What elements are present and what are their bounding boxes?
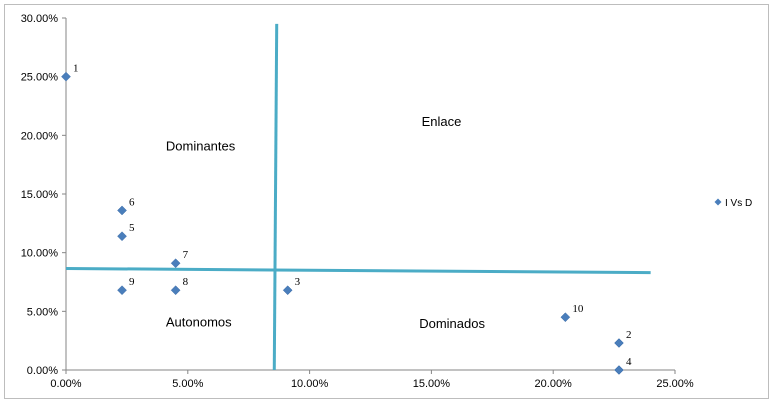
data-point-10 — [560, 312, 571, 323]
point-label-6: 6 — [129, 196, 135, 208]
data-point-5 — [117, 231, 127, 242]
y-tick-label: 20.00% — [21, 130, 59, 142]
x-tick-label: 15.00% — [413, 378, 451, 390]
x-tick-label: 20.00% — [535, 378, 573, 390]
point-label-5: 5 — [129, 222, 135, 234]
point-label-1: 1 — [73, 63, 79, 75]
y-tick-label: 30.00% — [21, 13, 59, 25]
data-point-1 — [61, 71, 71, 82]
data-point-6 — [117, 205, 127, 216]
legend-label: I Vs D — [725, 198, 752, 209]
data-points: 1 2 3 4 5 6 7 8 9 10 — [61, 63, 632, 375]
y-axis-ticks: 0.00% 5.00% 10.00% 15.00% 20.00% 25.00% 30.00% — [21, 13, 66, 377]
data-point-9 — [117, 285, 127, 296]
legend: I Vs D — [714, 198, 752, 209]
x-tick-label: 0.00% — [50, 378, 81, 390]
y-tick-label: 5.00% — [27, 306, 58, 318]
horizontal-divider-line — [65, 267, 651, 275]
point-label-2: 2 — [626, 329, 632, 341]
y-tick-label: 15.00% — [21, 189, 59, 201]
chart-frame — [4, 4, 769, 399]
data-point-4 — [614, 365, 624, 375]
region-label: Dominados — [419, 316, 485, 331]
data-point-2 — [614, 338, 624, 348]
data-point-7 — [170, 258, 181, 269]
y-tick-label: 25.00% — [21, 72, 59, 84]
point-label-3: 3 — [295, 276, 301, 288]
data-point-3 — [282, 285, 293, 296]
data-point-8 — [170, 285, 181, 296]
x-tick-label: 10.00% — [291, 378, 329, 390]
axes — [65, 18, 675, 371]
x-axis-ticks: 0.00% 5.00% 10.00% 15.00% 20.00% 25.00% — [50, 370, 694, 390]
point-label-4: 4 — [626, 356, 632, 368]
y-tick-label: 0.00% — [27, 365, 58, 377]
x-tick-label: 25.00% — [656, 378, 694, 390]
point-label-10: 10 — [572, 303, 584, 315]
point-label-8: 8 — [183, 276, 189, 288]
region-labels: Enlace Dominantes Autonomos Dominados — [166, 114, 486, 331]
y-tick-label: 10.00% — [21, 248, 59, 260]
legend-marker — [714, 198, 722, 206]
region-label: Dominantes — [166, 139, 236, 154]
region-label: Autonomos — [166, 315, 232, 330]
region-label: Enlace — [422, 114, 462, 129]
point-label-7: 7 — [183, 249, 189, 261]
x-tick-label: 5.00% — [172, 378, 203, 390]
quadrant-lines — [65, 23, 651, 371]
point-label-9: 9 — [129, 276, 135, 288]
vertical-divider-line — [272, 23, 279, 371]
